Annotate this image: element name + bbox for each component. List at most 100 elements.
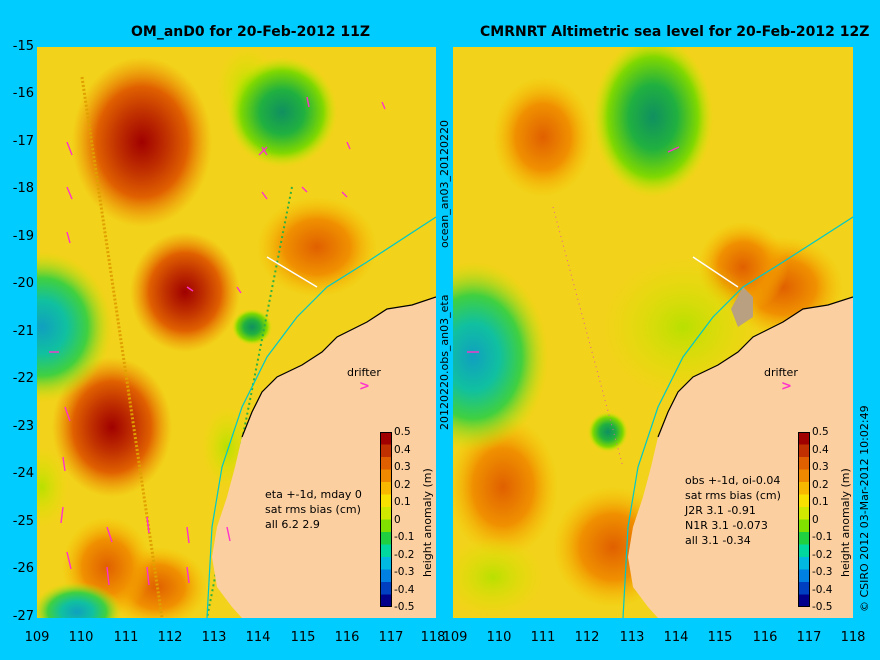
- stats-note: sat rms bias (cm): [685, 489, 781, 502]
- colorbar-label: height anomaly (m): [421, 468, 434, 577]
- colorbar-tick: 0.1: [394, 496, 411, 508]
- colorbar-swatch: [380, 569, 392, 583]
- colorbar-swatch: [380, 557, 392, 570]
- colorbar-tick: -0.5: [812, 601, 833, 613]
- colorbar-swatch: [380, 432, 392, 445]
- colorbar-swatch: [380, 519, 392, 533]
- x-tick: 114: [663, 630, 689, 645]
- x-tick: 113: [201, 630, 227, 645]
- colorbar-swatch: [380, 469, 392, 483]
- colorbar-tick: 0.4: [394, 443, 411, 456]
- colorbar-swatch: [380, 532, 392, 545]
- x-tick: 116: [334, 630, 360, 645]
- colorbar-tick: -0.1: [812, 531, 833, 543]
- drifter-label: drifter: [764, 366, 798, 379]
- svg-text:>: >: [359, 379, 370, 394]
- x-tick: 115: [707, 630, 733, 645]
- colorbar-swatch: [798, 594, 810, 607]
- colorbar-swatch: [380, 544, 392, 558]
- colorbar-swatch: [798, 432, 810, 445]
- colorbar-tick: -0.2: [394, 548, 415, 561]
- side-label-top: ocean_an03_20120220: [438, 120, 451, 248]
- colorbar-tick: 0.5: [394, 426, 411, 438]
- colorbar-right: [798, 432, 810, 607]
- left-map: >: [37, 47, 436, 618]
- x-tick: 118: [840, 630, 866, 645]
- y-tick: -20: [12, 276, 34, 291]
- y-tick: -27: [12, 609, 34, 624]
- y-tick: -16: [12, 86, 34, 101]
- colorbar-left: [380, 432, 392, 607]
- colorbar-tick: -0.4: [394, 583, 415, 596]
- colorbar-swatch: [798, 557, 810, 570]
- colorbar-swatch: [798, 569, 810, 583]
- stats-note: eta +-1d, mday 0: [265, 488, 362, 501]
- y-tick: -25: [12, 514, 34, 529]
- side-label-bottom: 20120220.obs_an03_eta: [438, 294, 451, 430]
- x-tick: 117: [378, 630, 404, 645]
- x-tick: 110: [68, 630, 94, 645]
- colorbar-tick: -0.4: [812, 583, 833, 596]
- y-tick: -22: [12, 371, 34, 386]
- y-tick: -15: [12, 39, 34, 54]
- y-tick: -18: [12, 181, 34, 196]
- colorbar-tick: -0.2: [812, 548, 833, 561]
- x-tick: 111: [530, 630, 556, 645]
- x-tick: 111: [113, 630, 139, 645]
- y-tick: -19: [12, 229, 34, 244]
- colorbar-tick: 0.2: [812, 478, 829, 491]
- right-map-title: CMRNRT Altimetric sea level for 20-Feb-2…: [480, 24, 870, 40]
- x-tick: 113: [619, 630, 645, 645]
- colorbar-swatch: [380, 444, 392, 458]
- y-tick: -23: [12, 419, 34, 434]
- copyright-label: © CSIRO 2012 03-Mar-2012 10:02:49: [858, 405, 871, 612]
- colorbar-label: height anomaly (m): [839, 468, 852, 577]
- svg-text:>: >: [781, 379, 792, 394]
- colorbar-swatch: [798, 532, 810, 545]
- colorbar-swatch: [798, 544, 810, 558]
- stats-note: all 6.2 2.9: [265, 518, 320, 531]
- colorbar-swatch: [798, 469, 810, 483]
- stats-note: all 3.1 -0.34: [685, 534, 751, 547]
- colorbar-tick: -0.3: [394, 566, 415, 578]
- x-tick: 112: [574, 630, 600, 645]
- x-tick: 118: [420, 630, 446, 645]
- colorbar-swatch: [380, 482, 392, 495]
- colorbar-border: [798, 432, 810, 607]
- colorbar-swatch: [798, 457, 810, 470]
- stats-note: sat rms bias (cm): [265, 503, 361, 516]
- x-tick: 109: [24, 630, 50, 645]
- colorbar-swatch: [380, 594, 392, 607]
- x-tick: 114: [245, 630, 271, 645]
- stats-note: N1R 3.1 -0.073: [685, 519, 768, 532]
- colorbar-swatch: [380, 582, 392, 595]
- colorbar-tick: 0.3: [812, 461, 829, 473]
- colorbar-tick: 0: [812, 513, 819, 526]
- y-tick: -26: [12, 561, 34, 576]
- colorbar-swatch: [798, 582, 810, 595]
- colorbar-swatch: [798, 519, 810, 533]
- colorbar-swatch: [380, 507, 392, 520]
- colorbar-tick: 0.5: [812, 426, 829, 438]
- drifter-label: drifter: [347, 366, 381, 379]
- colorbar-swatch: [798, 494, 810, 508]
- colorbar-tick: -0.3: [812, 566, 833, 578]
- x-tick: 117: [796, 630, 822, 645]
- colorbar-swatch: [380, 494, 392, 508]
- colorbar-swatch: [798, 507, 810, 520]
- y-tick: -21: [12, 324, 34, 339]
- colorbar-tick: 0.1: [812, 496, 829, 508]
- stats-note: obs +-1d, oi-0.04: [685, 474, 781, 487]
- x-tick: 109: [442, 630, 468, 645]
- colorbar-swatch: [798, 482, 810, 495]
- colorbar-tick: -0.1: [394, 531, 415, 543]
- colorbar-tick: 0.3: [394, 461, 411, 473]
- y-tick: -17: [12, 134, 34, 149]
- x-tick: 116: [752, 630, 778, 645]
- x-tick: 115: [290, 630, 316, 645]
- colorbar-tick: 0.4: [812, 443, 829, 456]
- y-tick: -24: [12, 466, 34, 481]
- right-map: >: [453, 47, 853, 618]
- colorbar-swatch: [380, 457, 392, 470]
- colorbar-tick: 0: [394, 513, 401, 526]
